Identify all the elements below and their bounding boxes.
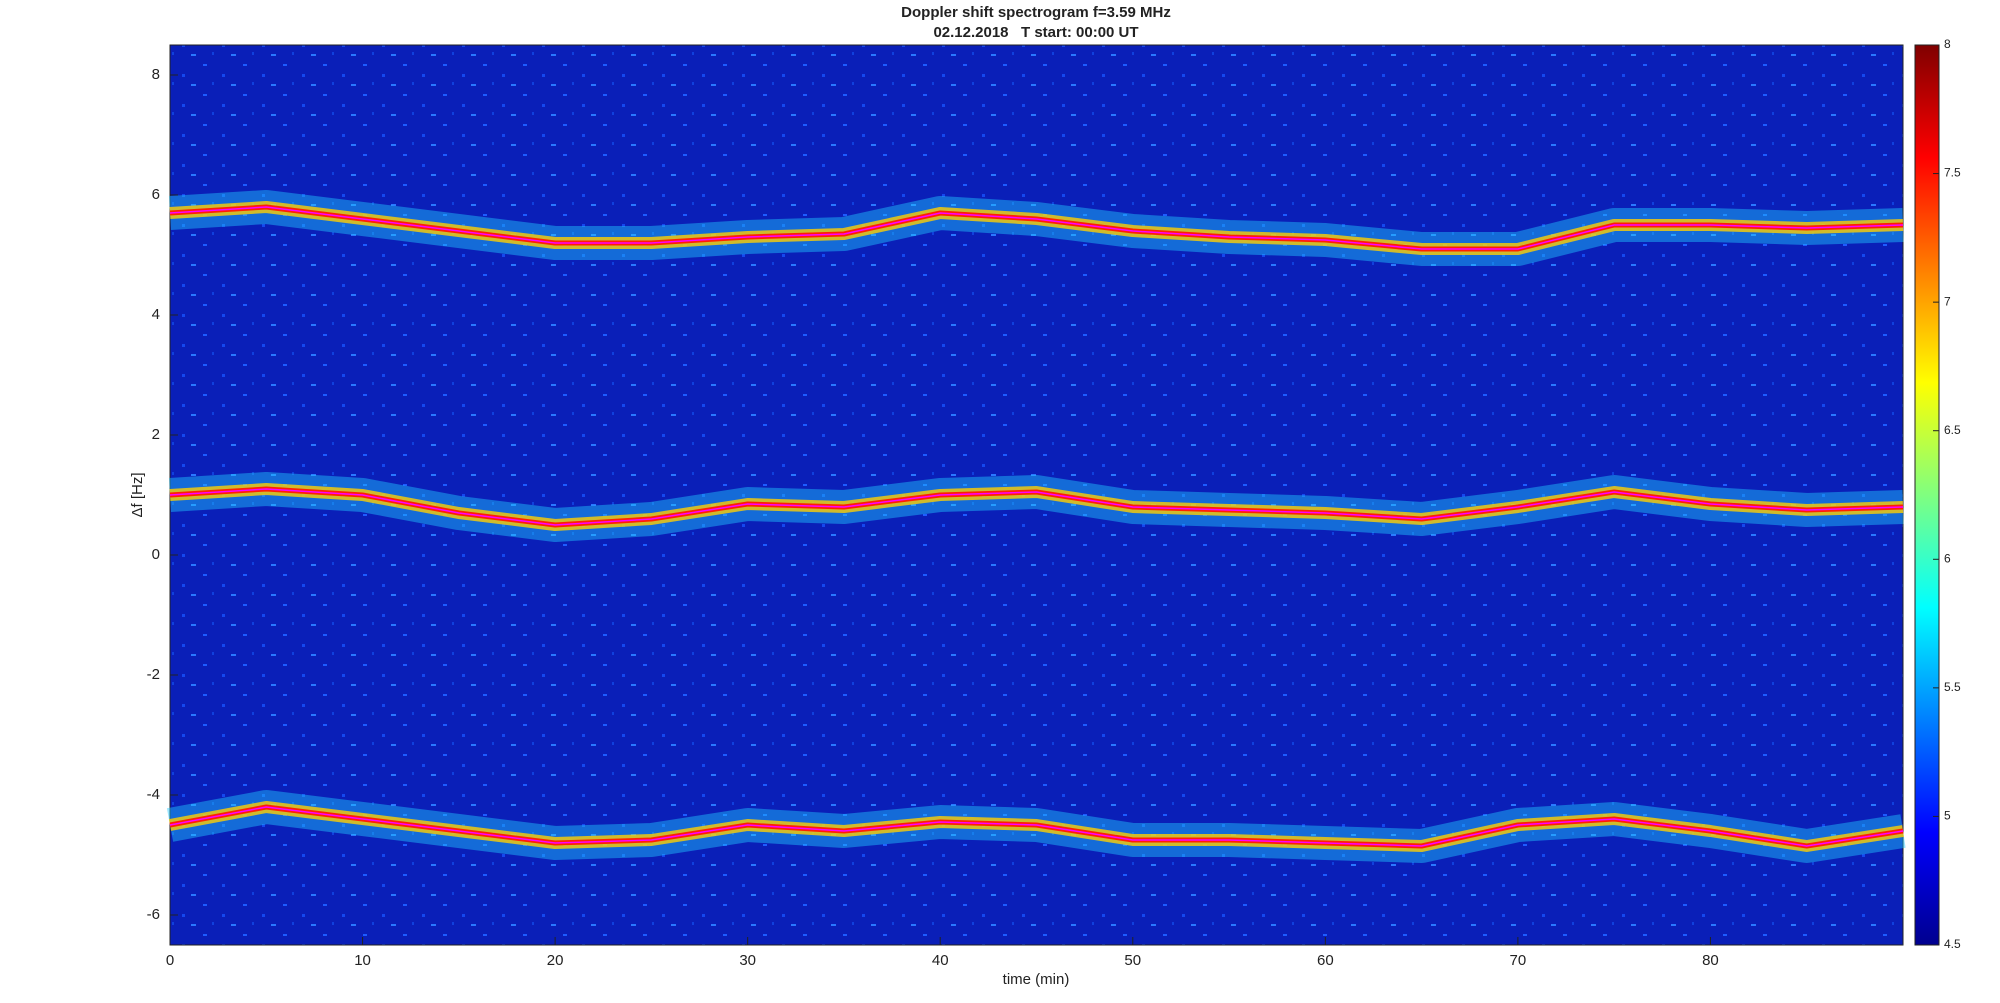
- colorbar-tick-label: 8: [1944, 37, 1951, 51]
- x-tick-label: 80: [1702, 952, 1719, 969]
- y-tick-label: -2: [147, 666, 160, 683]
- chart-title: Doppler shift spectrogram f=3.59 MHz: [901, 4, 1171, 21]
- x-tick-label: 40: [932, 952, 949, 969]
- x-tick-label: 30: [739, 952, 756, 969]
- colorbar-tick-label: 5: [1944, 809, 1951, 823]
- x-tick-label: 20: [547, 952, 564, 969]
- y-tick-label: -4: [147, 786, 160, 803]
- y-tick-label: 2: [152, 426, 160, 443]
- x-tick-label: 10: [354, 952, 371, 969]
- colorbar-tick-label: 5.5: [1944, 680, 1961, 694]
- y-tick-label: 8: [152, 66, 160, 83]
- x-tick-label: 0: [166, 952, 174, 969]
- chart-subtitle: 02.12.2018 T start: 00:00 UT: [933, 24, 1138, 41]
- x-axis-label: time (min): [1003, 971, 1070, 988]
- trace-line: [169, 206, 1904, 250]
- colorbar-tick-label: 4.5: [1944, 937, 1961, 951]
- y-tick-label: 4: [152, 306, 160, 323]
- colorbar-tick-label: 7.5: [1944, 166, 1961, 180]
- y-tick-label: 6: [152, 186, 160, 203]
- colorbar-tick-label: 7: [1944, 294, 1951, 308]
- x-tick-label: 50: [1124, 952, 1141, 969]
- x-tick-label: 60: [1317, 952, 1334, 969]
- colorbar: [1914, 44, 1940, 946]
- trace-line: [169, 806, 1904, 847]
- colorbar-tick-label: 6.5: [1944, 423, 1961, 437]
- y-tick-label: 0: [152, 546, 160, 563]
- colorbar-tick-label: 6: [1944, 551, 1951, 565]
- y-tick-label: -6: [147, 906, 160, 923]
- x-tick-label: 70: [1510, 952, 1527, 969]
- trace-line: [169, 488, 1904, 526]
- y-axis-label: Δf [Hz]: [129, 472, 146, 517]
